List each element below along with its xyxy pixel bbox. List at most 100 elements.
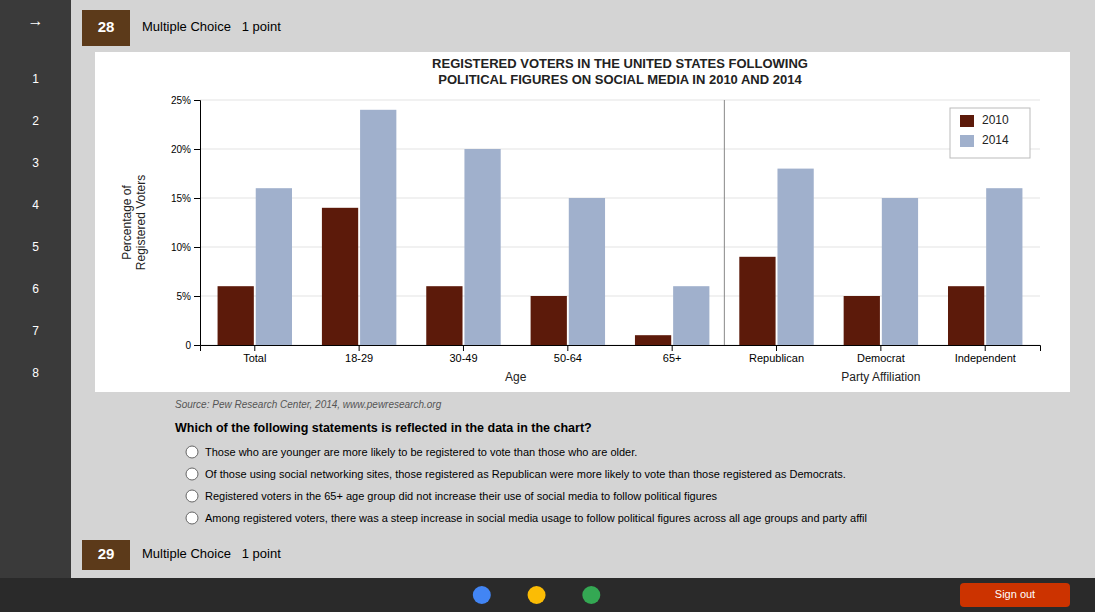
y-tick: 20% xyxy=(171,144,200,155)
answer-radio[interactable] xyxy=(186,468,198,480)
y-tick: 0 xyxy=(185,340,200,351)
x-tick-mark xyxy=(463,345,464,351)
bar xyxy=(531,296,567,345)
bar xyxy=(360,110,396,345)
x-tick: Republican xyxy=(749,345,804,364)
y-tick-mark xyxy=(194,345,200,346)
chart-title: REGISTERED VOTERS IN THE UNITED STATES F… xyxy=(432,56,808,87)
x-tick-label: 18-29 xyxy=(345,352,373,364)
bar xyxy=(844,296,880,345)
y-tick-label: 0 xyxy=(185,340,191,351)
x-tick-mark xyxy=(359,345,360,351)
page-background xyxy=(0,0,1095,612)
answer[interactable]: Of those using social networking sites, … xyxy=(205,468,846,480)
question: Which of the following statements is ref… xyxy=(175,421,592,435)
x-tick-label: 50-64 xyxy=(554,352,582,364)
y-tick-mark xyxy=(194,149,200,150)
answer[interactable]: Among registered voters, there was a ste… xyxy=(205,512,867,524)
x-tick-label: Democrat xyxy=(857,352,905,364)
bar xyxy=(882,198,918,345)
toolbar-icon[interactable] xyxy=(582,586,600,604)
x-tick-label: 65+ xyxy=(663,352,682,364)
bar xyxy=(426,286,462,345)
legend: 2010 2014 xyxy=(950,108,1030,158)
x-tick: Independent xyxy=(955,345,1016,364)
y-axis-line xyxy=(194,101,201,346)
bar-series xyxy=(256,110,1023,345)
nav-number[interactable]: 3 xyxy=(32,156,39,170)
y-axis-label: Percentage ofRegistered Voters xyxy=(120,175,148,270)
question-type: Multiple Choice 1 point xyxy=(142,19,281,34)
answer[interactable]: Registered voters in the 65+ age group d… xyxy=(205,490,718,502)
x-tick-label: Republican xyxy=(749,352,804,364)
legend-swatch xyxy=(960,115,974,127)
x-tick-mark xyxy=(567,345,568,351)
answer-radio[interactable] xyxy=(186,512,198,524)
question-number: 29 xyxy=(98,545,115,562)
legend-label: 2010 xyxy=(982,113,1009,127)
x-tick: Democrat xyxy=(857,345,905,364)
page: → 1 2 3 4 5 6 7 8 28 Multiple Choice 1 point REGIST… xyxy=(0,0,1095,612)
x-tick: 18-29 xyxy=(345,345,373,364)
x-tick-label: Total xyxy=(243,352,266,364)
question-number-box xyxy=(82,10,130,46)
y-tick: 10% xyxy=(171,242,200,253)
y-tick-label: 10% xyxy=(171,242,191,253)
y-tick-label: 20% xyxy=(171,144,191,155)
sign-out-label[interactable]: Sign out xyxy=(995,588,1035,600)
toolbar-icon[interactable] xyxy=(528,586,546,604)
x-tick-mark xyxy=(776,345,777,351)
y-tick-mark xyxy=(194,296,200,297)
source: Source: Pew Research Center, 2014, www.p… xyxy=(175,399,442,410)
sidebar-arrow[interactable]: → xyxy=(28,12,44,29)
x-tick-label: Independent xyxy=(955,352,1016,364)
sidebar xyxy=(0,0,71,612)
x-tick-mark xyxy=(672,345,673,351)
nav-number[interactable]: 8 xyxy=(32,366,39,380)
sign-out-button[interactable] xyxy=(960,583,1070,607)
y-tick: 25% xyxy=(171,95,200,106)
y-tick-label: 15% xyxy=(171,193,191,204)
y-tick: 5% xyxy=(177,291,200,302)
grid xyxy=(200,100,1040,345)
x-axis: Total 18-29 30-49 50-64 65+ Republican Democra… xyxy=(201,345,1041,364)
legend-box xyxy=(950,108,1030,158)
question-number-box xyxy=(82,540,130,570)
answer-radio[interactable] xyxy=(186,490,198,502)
x-tick: 50-64 xyxy=(554,345,582,364)
answer-radio[interactable] xyxy=(186,446,198,458)
nav-number[interactable]: 4 xyxy=(32,198,39,212)
bars xyxy=(218,100,1023,345)
nav-number[interactable]: 2 xyxy=(32,114,39,128)
question-number: 28 xyxy=(98,18,115,35)
bar xyxy=(635,335,671,345)
question-type: Multiple Choice 1 point xyxy=(142,546,281,561)
bar xyxy=(948,286,984,345)
bar xyxy=(673,286,709,345)
legend-label: 2014 xyxy=(982,133,1009,147)
group-divider xyxy=(724,100,725,345)
nav-number[interactable]: 7 xyxy=(32,324,39,338)
y-tick-label: 5% xyxy=(177,291,192,302)
bar xyxy=(739,257,775,345)
grid-line xyxy=(200,100,1040,101)
nav-number[interactable]: 6 xyxy=(32,282,39,296)
bar xyxy=(464,149,500,345)
bar xyxy=(986,188,1022,345)
nav-number[interactable]: 5 xyxy=(32,240,39,254)
nav-number[interactable]: 1 xyxy=(32,72,39,86)
toolbar-icon[interactable] xyxy=(473,586,491,604)
x-tick: 65+ xyxy=(663,345,682,364)
answer[interactable]: Those who are younger are more likely to… xyxy=(205,446,637,458)
y-tick-label: 25% xyxy=(171,95,191,106)
x-tick: Total xyxy=(243,345,266,364)
bar xyxy=(256,188,292,345)
y-tick-mark xyxy=(194,247,200,248)
x-tick: 30-49 xyxy=(449,345,477,364)
group-label: Party Affiliation xyxy=(841,370,920,384)
bar xyxy=(777,169,813,345)
bar xyxy=(322,208,358,345)
x-tick-mark xyxy=(254,345,255,351)
x-tick-mark xyxy=(880,345,881,351)
legend-swatch xyxy=(960,135,974,147)
